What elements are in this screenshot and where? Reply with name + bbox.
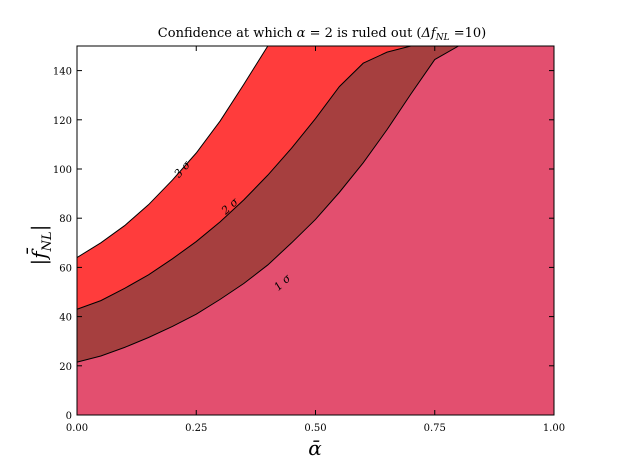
- contour-line-3-sigma: [76, 45, 269, 258]
- y-axis-label: |f̄NL|: [26, 225, 55, 266]
- x-axis-label: ᾱ: [308, 436, 322, 460]
- x-tick-label: 0.25: [185, 423, 207, 434]
- x-tick-label: 0.50: [304, 423, 326, 434]
- y-tick-label: 80: [59, 214, 72, 225]
- y-tick-label: 60: [59, 263, 72, 274]
- y-tick-label: 140: [53, 67, 72, 78]
- contour-line-1-sigma: [76, 45, 483, 363]
- svg-text:|f̄NL|: |f̄NL|: [26, 225, 55, 266]
- chart-title: Confidence at which α = 2 is ruled out (…: [158, 26, 486, 43]
- region-below-1-sigma: [77, 46, 554, 415]
- y-tick-label: 40: [59, 313, 72, 324]
- y-tick-label: 0: [66, 411, 72, 422]
- y-tick-label: 100: [53, 165, 72, 176]
- x-tick-label: 0.75: [424, 423, 446, 434]
- x-tick-label: 0.00: [66, 423, 88, 434]
- y-tick-label: 20: [59, 362, 72, 373]
- axis-ticks: [76, 46, 555, 416]
- y-tick-label: 120: [53, 116, 72, 127]
- confidence-regions: [77, 46, 554, 415]
- axis-tick-labels: 0.00 0.25 0.50 0.75 1.00 0 20 40 60 80 100 120 140: [53, 67, 565, 434]
- x-tick-label: 1.00: [543, 423, 565, 434]
